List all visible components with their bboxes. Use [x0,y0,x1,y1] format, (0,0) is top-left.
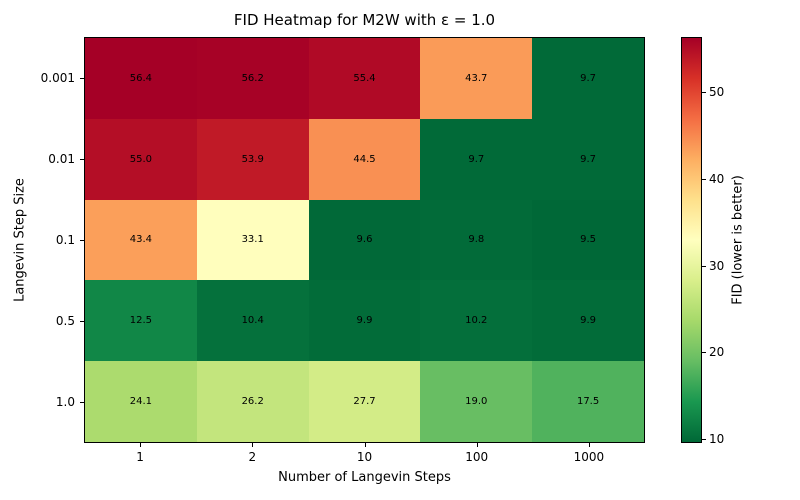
colorbar-tick-label: 20 [709,345,725,360]
heatmap-cell: 26.2 [196,361,309,442]
heatmap-cell: 43.4 [85,199,197,281]
colorbar-tick-label: 50 [709,85,725,100]
heatmap-cell: 17.5 [532,361,644,442]
heatmap-cell: 24.1 [85,361,197,442]
x-tick-label: 2 [248,450,257,464]
y-axis-ticks: 0.001 0.01 0.1 0.5 1.0 [0,0,84,500]
x-tick-mark [364,443,366,447]
heatmap-cell: 27.7 [308,361,421,442]
heatmap-grid: 56.4 56.2 55.4 43.7 9.7 55.0 53.9 44.5 9.7 9.7 43.… [85,38,644,442]
heatmap-cell: 9.7 [532,38,644,119]
colorbar-gradient [682,38,701,442]
x-tick-label: 1 [136,450,144,464]
heatmap-cell: 56.2 [196,38,309,119]
heatmap-cell: 53.9 [196,118,309,200]
heatmap-cell: 55.0 [85,118,197,200]
y-tick-mark [80,240,84,241]
colorbar-tick-label: 40 [709,171,725,186]
x-axis-ticks: 1 2 10 100 1000 [84,443,645,467]
y-tick-label: 0.01 [48,151,75,166]
colorbar-tick-mark [702,178,706,180]
colorbar-tick-mark [702,265,706,267]
x-tick-mark [252,443,254,447]
y-tick-mark [80,402,84,404]
heatmap-cell: 12.5 [85,280,197,362]
y-tick-label: 0.5 [55,314,75,329]
x-tick-label: 10 [356,450,373,464]
y-tick-mark [80,158,84,160]
colorbar-tick-mark [702,92,706,94]
y-tick-label: 0.001 [40,70,75,85]
y-tick-label: 1.0 [55,395,75,410]
heatmap-cell: 9.5 [532,199,644,281]
heatmap-cell: 10.2 [420,280,533,362]
heatmap-cell: 9.6 [308,199,421,281]
x-tick-mark [588,443,590,447]
colorbar-tick-mark [702,438,706,440]
x-tick-mark [140,443,142,447]
y-axis-label: Langevin Step Size [12,178,28,302]
heatmap-cell: 10.4 [196,280,309,362]
y-tick-mark [80,77,84,79]
colorbar-label: FID (lower is better) [730,175,746,305]
heatmap-cell: 9.9 [532,280,644,362]
heatmap-cell: 9.7 [532,118,644,200]
x-axis-label: Number of Langevin Steps [278,470,451,485]
x-tick-label: 1000 [573,450,605,464]
heatmap-cell: 9.7 [420,118,533,200]
heatmap-cell: 9.9 [308,280,421,362]
heatmap-cell: 43.7 [420,38,533,119]
heatmap-cell: 19.0 [420,361,533,442]
heatmap-cell: 9.8 [420,199,533,281]
heatmap-cell: 55.4 [308,38,421,119]
colorbar-tick-label: 10 [709,431,725,446]
y-tick-mark [80,321,84,323]
x-tick-mark [476,443,478,447]
heatmap-axes: 56.4 56.2 55.4 43.7 9.7 55.0 53.9 44.5 9.7 9.7 43.… [84,37,645,443]
colorbar [681,37,702,443]
colorbar-ticks: 10 20 30 40 50 [702,0,762,500]
colorbar-tick-label: 30 [709,258,725,273]
heatmap-cell: 56.4 [85,38,197,119]
heatmap-cell: 33.1 [196,199,309,281]
heatmap-cell: 44.5 [308,118,421,200]
chart-title: FID Heatmap for M2W with ε = 1.0 [233,11,496,29]
colorbar-tick-mark [702,352,706,354]
y-tick-label: 0.1 [55,233,75,247]
x-tick-label: 100 [465,450,489,464]
